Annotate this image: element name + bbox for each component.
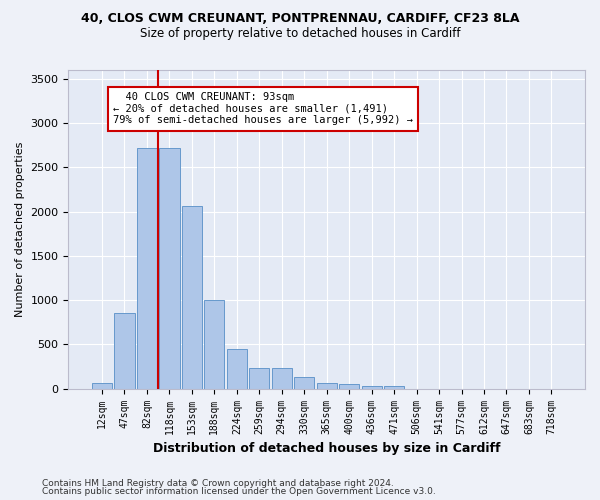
Bar [182, 206, 202, 388]
Bar [227, 349, 247, 389]
Text: 40, CLOS CWM CREUNANT, PONTPRENNAU, CARDIFF, CF23 8LA: 40, CLOS CWM CREUNANT, PONTPRENNAU, CARD… [81, 12, 519, 26]
Bar [317, 384, 337, 388]
Text: Contains public sector information licensed under the Open Government Licence v3: Contains public sector information licen… [42, 488, 436, 496]
Bar [362, 386, 382, 388]
X-axis label: Distribution of detached houses by size in Cardiff: Distribution of detached houses by size … [153, 442, 500, 455]
Bar [92, 384, 112, 388]
Y-axis label: Number of detached properties: Number of detached properties [15, 142, 25, 317]
Bar [384, 386, 404, 388]
Bar [339, 384, 359, 388]
Bar [294, 377, 314, 388]
Bar [115, 314, 134, 388]
Bar [249, 368, 269, 388]
Text: 40 CLOS CWM CREUNANT: 93sqm
← 20% of detached houses are smaller (1,491)
79% of : 40 CLOS CWM CREUNANT: 93sqm ← 20% of det… [113, 92, 413, 126]
Bar [272, 368, 292, 388]
Text: Size of property relative to detached houses in Cardiff: Size of property relative to detached ho… [140, 28, 460, 40]
Bar [204, 300, 224, 388]
Bar [159, 148, 179, 388]
Text: Contains HM Land Registry data © Crown copyright and database right 2024.: Contains HM Land Registry data © Crown c… [42, 478, 394, 488]
Bar [137, 148, 157, 388]
